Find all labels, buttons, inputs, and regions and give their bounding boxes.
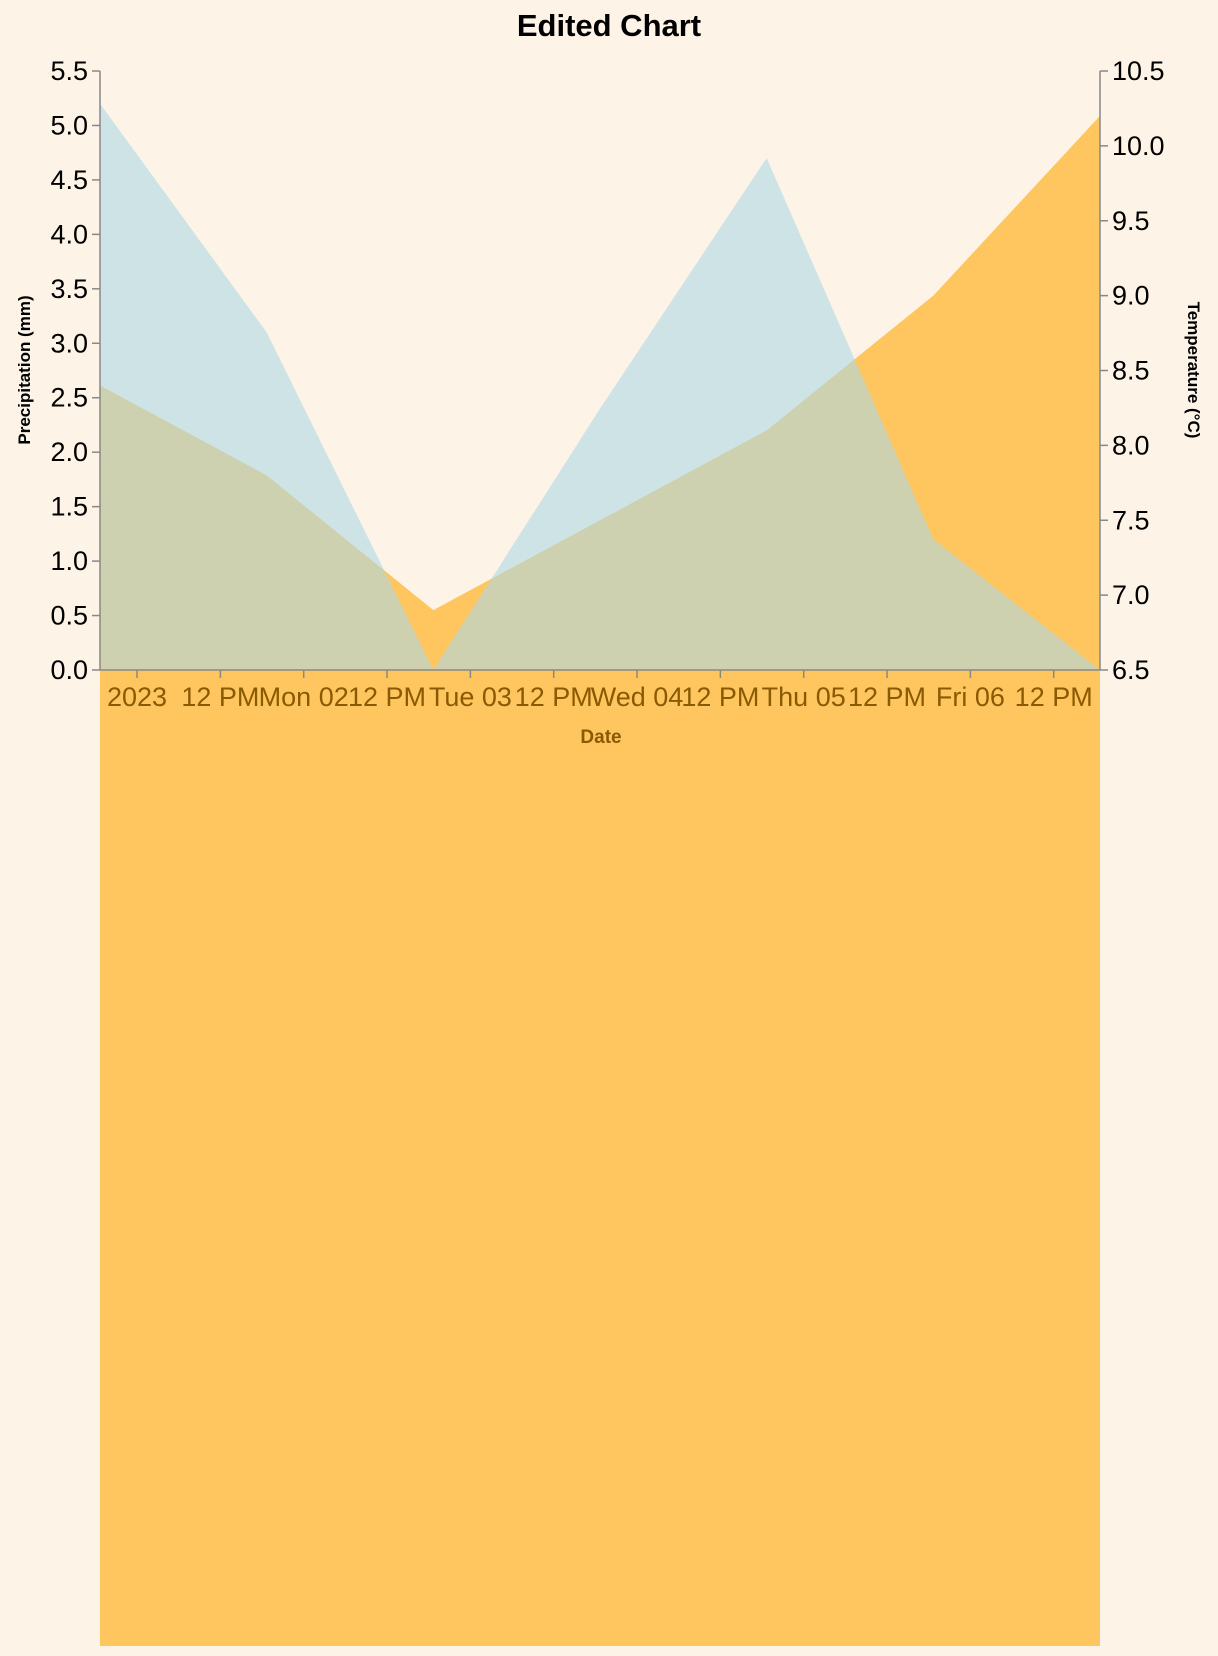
y-left-tick-label: 3.0	[50, 328, 88, 358]
y-right-tick-label: 10.0	[1112, 131, 1165, 161]
y-left-tick-label: 2.0	[50, 437, 88, 467]
y-right-tick-label: 8.5	[1112, 356, 1150, 386]
y-left-tick-label: 0.0	[50, 655, 88, 685]
y-left-tick-label: 4.5	[50, 165, 88, 195]
y-right-tick-label: 10.5	[1112, 56, 1165, 86]
y-left-tick-label: 2.5	[50, 383, 88, 413]
x-tick-label: Fri 06	[936, 682, 1005, 712]
x-tick-label: Thu 05	[762, 682, 846, 712]
y-left-tick-label: 1.5	[50, 492, 88, 522]
chart-title: Edited Chart	[517, 8, 701, 43]
x-tick-label: 12 PM	[348, 682, 426, 712]
y-axis-right-title: Temperature (°C)	[1184, 302, 1203, 439]
axes: 0.0 0.5 1.0 1.5 2.0 2.5 3.0 3.5 4.0 4.5 5.0 5.5 6.5 7…	[50, 56, 1164, 712]
plot-area	[100, 103, 1100, 1646]
y-right-tick-label: 9.0	[1112, 281, 1150, 311]
y-left-tick-label: 5.0	[50, 110, 88, 140]
x-tick-label: Wed 04	[591, 682, 684, 712]
x-tick-label: Tue 03	[429, 682, 512, 712]
y-left-tick-label: 4.0	[50, 219, 88, 249]
y-left-tick-label: 3.5	[50, 274, 88, 304]
y-left-tick-label: 1.0	[50, 546, 88, 576]
x-tick-label: 12 PM	[181, 682, 259, 712]
y-right-tick-label: 6.5	[1112, 655, 1150, 685]
y-right-tick-label: 8.0	[1112, 430, 1150, 460]
x-axis-title: Date	[580, 727, 621, 748]
x-tick-label: 12 PM	[848, 682, 926, 712]
x-tick-label: 12 PM	[515, 682, 593, 712]
x-tick-label: 12 PM	[681, 682, 759, 712]
y-right-tick-label: 9.5	[1112, 206, 1150, 236]
y-right-tick-label: 7.5	[1112, 505, 1150, 535]
y-left-tick-label: 0.5	[50, 601, 88, 631]
x-tick-label: Mon 02	[259, 682, 349, 712]
y-left-tick-label: 5.5	[50, 56, 88, 86]
y-axis-left-title: Precipitation (mm)	[15, 295, 34, 444]
precipitation-area	[100, 103, 1100, 670]
x-tick-label: 2023	[107, 682, 167, 712]
y-right-tick-label: 7.0	[1112, 580, 1150, 610]
x-tick-label: 12 PM	[1015, 682, 1093, 712]
